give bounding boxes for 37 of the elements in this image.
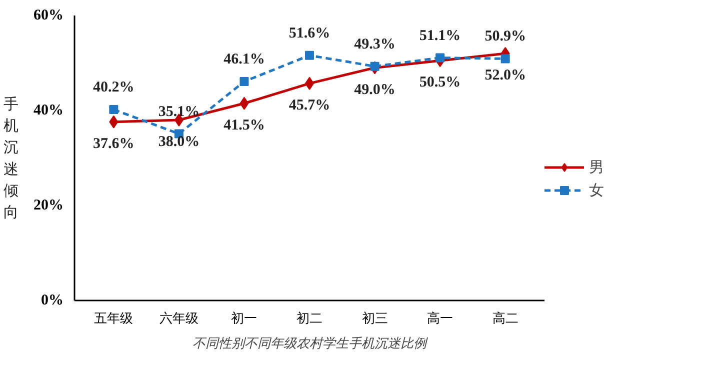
y-tick-label: 20%: [34, 198, 64, 214]
data-label: 49.3%: [354, 36, 396, 52]
data-label: 41.5%: [224, 117, 265, 134]
data-label: 37.6%: [93, 136, 134, 152]
y-tick-label: 60%: [34, 8, 64, 24]
point: [240, 77, 249, 86]
x-tick-label: 高二: [492, 310, 518, 326]
data-label: 46.1%: [224, 52, 265, 68]
data-label: 38.0%: [158, 134, 200, 150]
y-axis-title: 手机沉迷倾向: [4, 95, 18, 221]
data-label: 40.2%: [93, 80, 134, 96]
data-label: 35.1%: [158, 104, 200, 120]
x-tick-label: 六年级: [159, 312, 198, 326]
point: [240, 96, 249, 110]
data-label: 49.0%: [354, 82, 396, 98]
data-label: 52.0%: [484, 68, 526, 84]
data-label: 51.1%: [419, 28, 461, 44]
y-tick-label: 0%: [41, 292, 64, 308]
x-tick-label: 初三: [362, 312, 388, 326]
data-label: 50.9%: [484, 28, 526, 45]
data-label: 51.6%: [288, 25, 330, 42]
x-tick-label: 初二: [296, 312, 322, 326]
x-tick-label: 五年级: [94, 312, 134, 326]
text: 不同性别不同年级农村学生手机沉迷比例: [192, 336, 428, 352]
data-label: 45.7%: [288, 97, 330, 114]
point: [109, 115, 118, 128]
data-label: 50.5%: [419, 74, 461, 91]
point: [305, 50, 314, 60]
point: [500, 54, 510, 64]
y-tick-label: 40%: [34, 102, 64, 118]
x-tick-label: 初一: [231, 312, 258, 326]
point: [436, 53, 445, 62]
x-tick-label: 高一: [427, 310, 454, 326]
point: [370, 62, 380, 71]
legend-label: 男: [589, 158, 605, 176]
point: [109, 105, 118, 114]
legend-label: 女: [589, 180, 605, 200]
